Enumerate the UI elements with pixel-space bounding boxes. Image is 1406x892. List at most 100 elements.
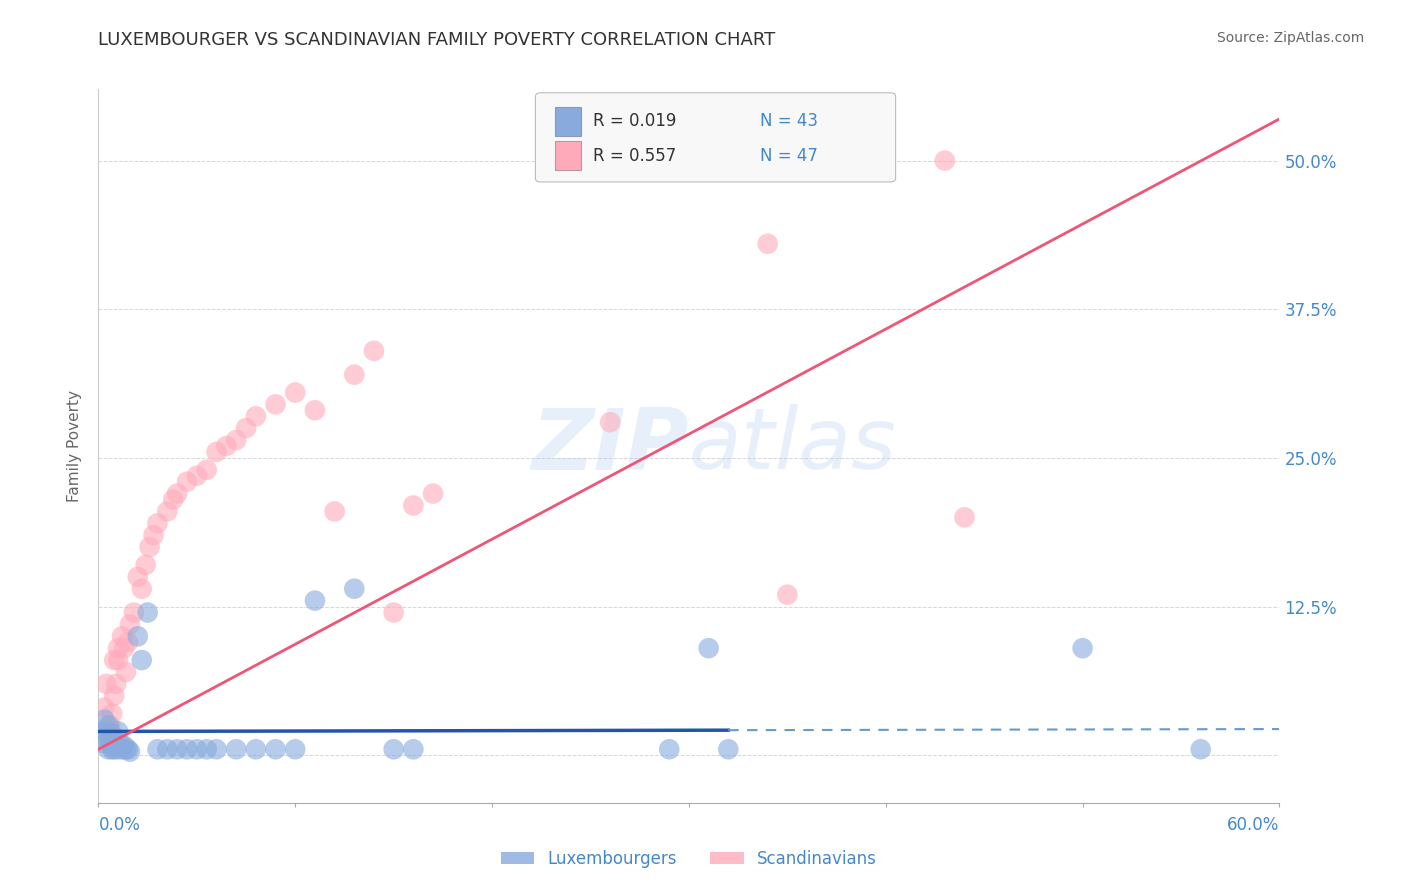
Point — [934, 153, 956, 168]
Text: ZIP: ZIP — [531, 404, 689, 488]
Point — [111, 629, 134, 643]
Point — [658, 742, 681, 756]
Point — [343, 368, 366, 382]
Point — [105, 739, 128, 753]
Point — [304, 403, 326, 417]
Point — [98, 736, 121, 750]
Point — [97, 724, 120, 739]
Text: N = 43: N = 43 — [759, 112, 818, 130]
Point — [108, 736, 131, 750]
Point — [142, 528, 165, 542]
Point — [105, 677, 128, 691]
Point — [697, 641, 720, 656]
Point — [205, 445, 228, 459]
Point — [115, 665, 138, 679]
Point — [304, 593, 326, 607]
Point — [91, 724, 114, 739]
Point — [146, 742, 169, 756]
Point — [402, 499, 425, 513]
Point — [205, 742, 228, 756]
Point — [131, 582, 153, 596]
Point — [93, 713, 115, 727]
Point — [112, 641, 135, 656]
Point — [101, 742, 124, 756]
Text: Source: ZipAtlas.com: Source: ZipAtlas.com — [1216, 31, 1364, 45]
Point — [264, 742, 287, 756]
Point — [402, 742, 425, 756]
Point — [953, 510, 976, 524]
Point — [166, 742, 188, 756]
Point — [382, 606, 405, 620]
Point — [93, 700, 115, 714]
Text: atlas: atlas — [689, 404, 897, 488]
Point — [756, 236, 779, 251]
Point — [162, 492, 184, 507]
Point — [264, 397, 287, 411]
Point — [1189, 742, 1212, 756]
Point — [156, 742, 179, 756]
Point — [1071, 641, 1094, 656]
Point — [117, 742, 139, 756]
Point — [186, 742, 208, 756]
Text: R = 0.019: R = 0.019 — [593, 112, 676, 130]
Point — [146, 516, 169, 531]
Point — [97, 718, 120, 732]
Point — [103, 734, 125, 748]
Point — [156, 504, 179, 518]
Point — [138, 540, 160, 554]
Point — [136, 606, 159, 620]
FancyBboxPatch shape — [536, 93, 896, 182]
Point — [235, 421, 257, 435]
Point — [225, 433, 247, 447]
Point — [127, 629, 149, 643]
Point — [96, 731, 118, 745]
Point — [101, 706, 124, 721]
Point — [195, 463, 218, 477]
Point — [599, 415, 621, 429]
Point — [776, 588, 799, 602]
Point — [118, 617, 141, 632]
Point — [117, 635, 139, 649]
Point — [186, 468, 208, 483]
Bar — [555, 141, 582, 169]
Point — [96, 677, 118, 691]
Point — [382, 742, 405, 756]
Point — [245, 409, 267, 424]
Point — [98, 718, 121, 732]
Point — [225, 742, 247, 756]
Point — [176, 742, 198, 756]
Point — [97, 742, 120, 756]
Point — [195, 742, 218, 756]
Text: LUXEMBOURGER VS SCANDINAVIAN FAMILY POVERTY CORRELATION CHART: LUXEMBOURGER VS SCANDINAVIAN FAMILY POVE… — [98, 31, 776, 49]
Point — [103, 653, 125, 667]
Point — [135, 558, 157, 572]
Point — [111, 742, 134, 756]
Point — [215, 439, 238, 453]
Point — [107, 724, 129, 739]
Point — [118, 745, 141, 759]
Point — [101, 727, 124, 741]
Point — [112, 739, 135, 753]
Point — [343, 582, 366, 596]
Point — [245, 742, 267, 756]
Point — [103, 689, 125, 703]
Point — [422, 486, 444, 500]
Point — [284, 742, 307, 756]
Point — [717, 742, 740, 756]
Point — [127, 570, 149, 584]
Text: N = 47: N = 47 — [759, 146, 818, 164]
Text: 0.0%: 0.0% — [98, 816, 141, 834]
Point — [107, 641, 129, 656]
Text: R = 0.557: R = 0.557 — [593, 146, 676, 164]
Point — [122, 606, 145, 620]
Point — [166, 486, 188, 500]
Point — [115, 742, 138, 756]
Point — [363, 343, 385, 358]
Point — [176, 475, 198, 489]
Y-axis label: Family Poverty: Family Poverty — [67, 390, 83, 502]
Point — [103, 742, 125, 756]
Point — [323, 504, 346, 518]
Point — [131, 653, 153, 667]
Text: 60.0%: 60.0% — [1227, 816, 1279, 834]
Legend: Luxembourgers, Scandinavians: Luxembourgers, Scandinavians — [495, 844, 883, 875]
